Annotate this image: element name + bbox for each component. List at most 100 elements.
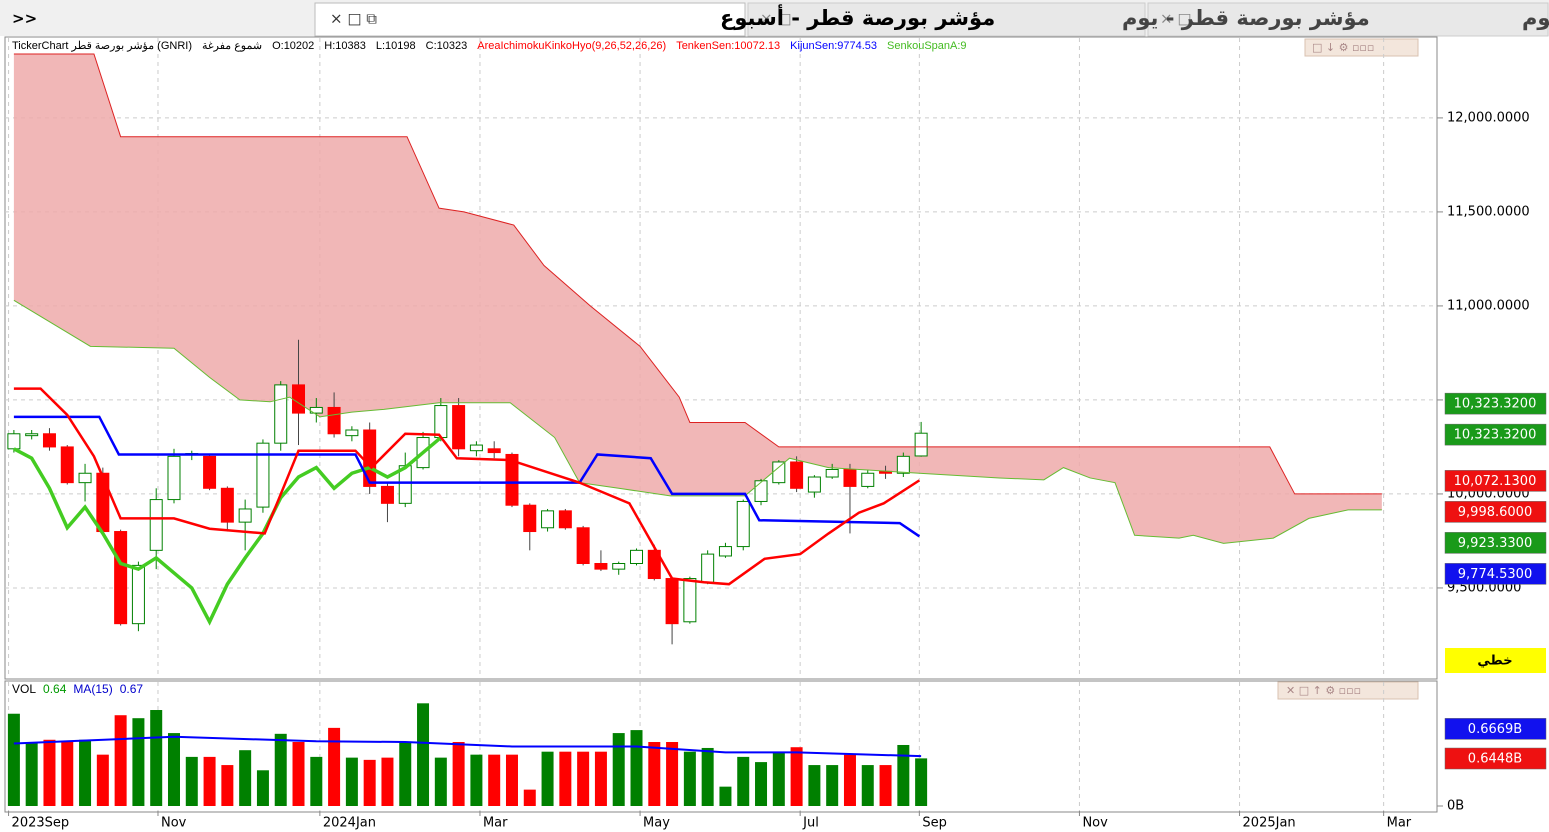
volume-bar [114, 715, 127, 806]
volume-bar [897, 744, 910, 806]
volume-bar [452, 742, 465, 806]
volume-bar [559, 751, 572, 806]
price-tag [1444, 532, 1547, 554]
price-tag-label: 9,774.5300 [1458, 567, 1532, 582]
x-tick-label: Sep [922, 816, 947, 831]
price-tag-label: 9,923.3300 [1458, 536, 1532, 551]
tab-title[interactable]: مؤشر بورصة قطر - أسبوع [720, 3, 995, 30]
info-line: TickerChart مؤشر بورصة قطر (GNRI) شموع مف… [12, 39, 1302, 55]
more-tabs[interactable]: >> [12, 10, 37, 28]
indicator-text: SenkouSpanA:9 [887, 40, 967, 52]
price-tag [1444, 563, 1547, 585]
tab[interactable] [747, 2, 1146, 37]
volume-header-text: MA(15) [73, 682, 113, 696]
price-tag-label: 10,072.1300 [1454, 474, 1537, 489]
volume-bar [683, 751, 696, 806]
y-tick-label: 0B [1447, 799, 1464, 814]
candle-body [487, 448, 501, 454]
candle-body [576, 527, 590, 564]
indicator-text: KijunSen:9774.53 [790, 40, 878, 52]
pane-controls[interactable]: □ ↓ ⚙ ▫▫▫ [1312, 41, 1374, 54]
tab-controls[interactable]: × □ ⧉ [330, 10, 377, 28]
volume-bar [381, 757, 394, 806]
tab-title[interactable]: مؤشر بورصة قطر - يوم [1522, 6, 1549, 30]
x-tick-label: May [643, 816, 670, 831]
candle-body [469, 444, 483, 452]
candle-body [630, 549, 644, 564]
volume-bar [96, 754, 109, 806]
tab-controls[interactable]: × □ [1160, 10, 1192, 28]
candle-body [825, 468, 839, 478]
volume-bar [577, 751, 590, 806]
y-tick-label: 12,000.0000 [1447, 110, 1530, 125]
candle-body [790, 461, 804, 489]
candle-body [60, 446, 74, 484]
info-text: L:10198 [375, 40, 416, 52]
price-tag [1444, 470, 1547, 492]
volume-header-text: 0.64 [43, 682, 67, 696]
volume-bar [434, 757, 447, 806]
volume-bar [666, 742, 679, 806]
x-tick-label: 2025Jan [1243, 816, 1296, 831]
x-tick-label: Mar [1387, 816, 1412, 831]
price-tag-label: 0.6448B [1468, 752, 1522, 767]
pane-controls[interactable] [1277, 681, 1419, 700]
volume-bar [790, 747, 803, 806]
candle-body [843, 468, 857, 487]
candle-body [256, 442, 270, 508]
x-tick-label: 2024Jan [323, 816, 376, 831]
volume-bar [488, 754, 501, 806]
tab-controls[interactable]: × □ [760, 10, 792, 28]
candle-body [434, 405, 448, 439]
volume-bar [417, 703, 430, 806]
volume-bar [345, 757, 358, 806]
cloud [13, 53, 1382, 544]
volume-bar [203, 756, 216, 806]
candle-body [114, 531, 128, 625]
volume-bar [879, 765, 892, 806]
candle-body [612, 562, 626, 570]
tab-title[interactable]: مؤشر بورصة قطر - يوم [1122, 6, 1370, 30]
candle-body [772, 461, 786, 484]
candle-body [754, 480, 768, 502]
candle-body [896, 455, 910, 474]
volume-bar [221, 765, 234, 806]
volume-ma [13, 735, 922, 758]
candle-body [701, 553, 715, 583]
price-tag [1444, 423, 1547, 446]
volume-bar [363, 759, 376, 806]
tab[interactable] [1147, 2, 1549, 37]
mode-button[interactable] [1445, 648, 1546, 673]
volume-bar [755, 762, 768, 806]
pane-controls[interactable] [1304, 38, 1419, 57]
candle-body [238, 508, 252, 523]
volume-bar [648, 742, 661, 806]
volume-bar [719, 786, 732, 806]
volume-bar [470, 754, 483, 806]
volume-bar [505, 754, 518, 806]
y-tick-label: 11,000.0000 [1447, 298, 1530, 313]
candle-body [327, 406, 341, 435]
volume-bar [328, 727, 341, 806]
pane-controls[interactable]: ✕ □ ↑ ⚙ ▫▫▫ [1286, 684, 1361, 697]
volume-bar [541, 751, 554, 806]
tab-active[interactable] [314, 2, 746, 37]
candle-body [647, 549, 661, 580]
mode-label[interactable]: خطي [1477, 654, 1512, 669]
indicator-text: TenkenSen:10072.13 [676, 40, 781, 52]
candle-body [861, 472, 875, 487]
candle-body [736, 500, 750, 548]
volume-bar [737, 756, 750, 806]
candle-body [558, 510, 572, 529]
info-text: شموع مفرغة [202, 40, 263, 52]
candle-body [96, 472, 110, 533]
volume-bar [523, 789, 536, 806]
volume-bar [399, 742, 412, 806]
volume-bar [630, 730, 643, 806]
price-tag-label: 10,323.3200 [1454, 397, 1537, 412]
candle-body [220, 487, 234, 523]
x-tick-label: Nov [161, 816, 187, 831]
volume-bar [274, 733, 287, 806]
